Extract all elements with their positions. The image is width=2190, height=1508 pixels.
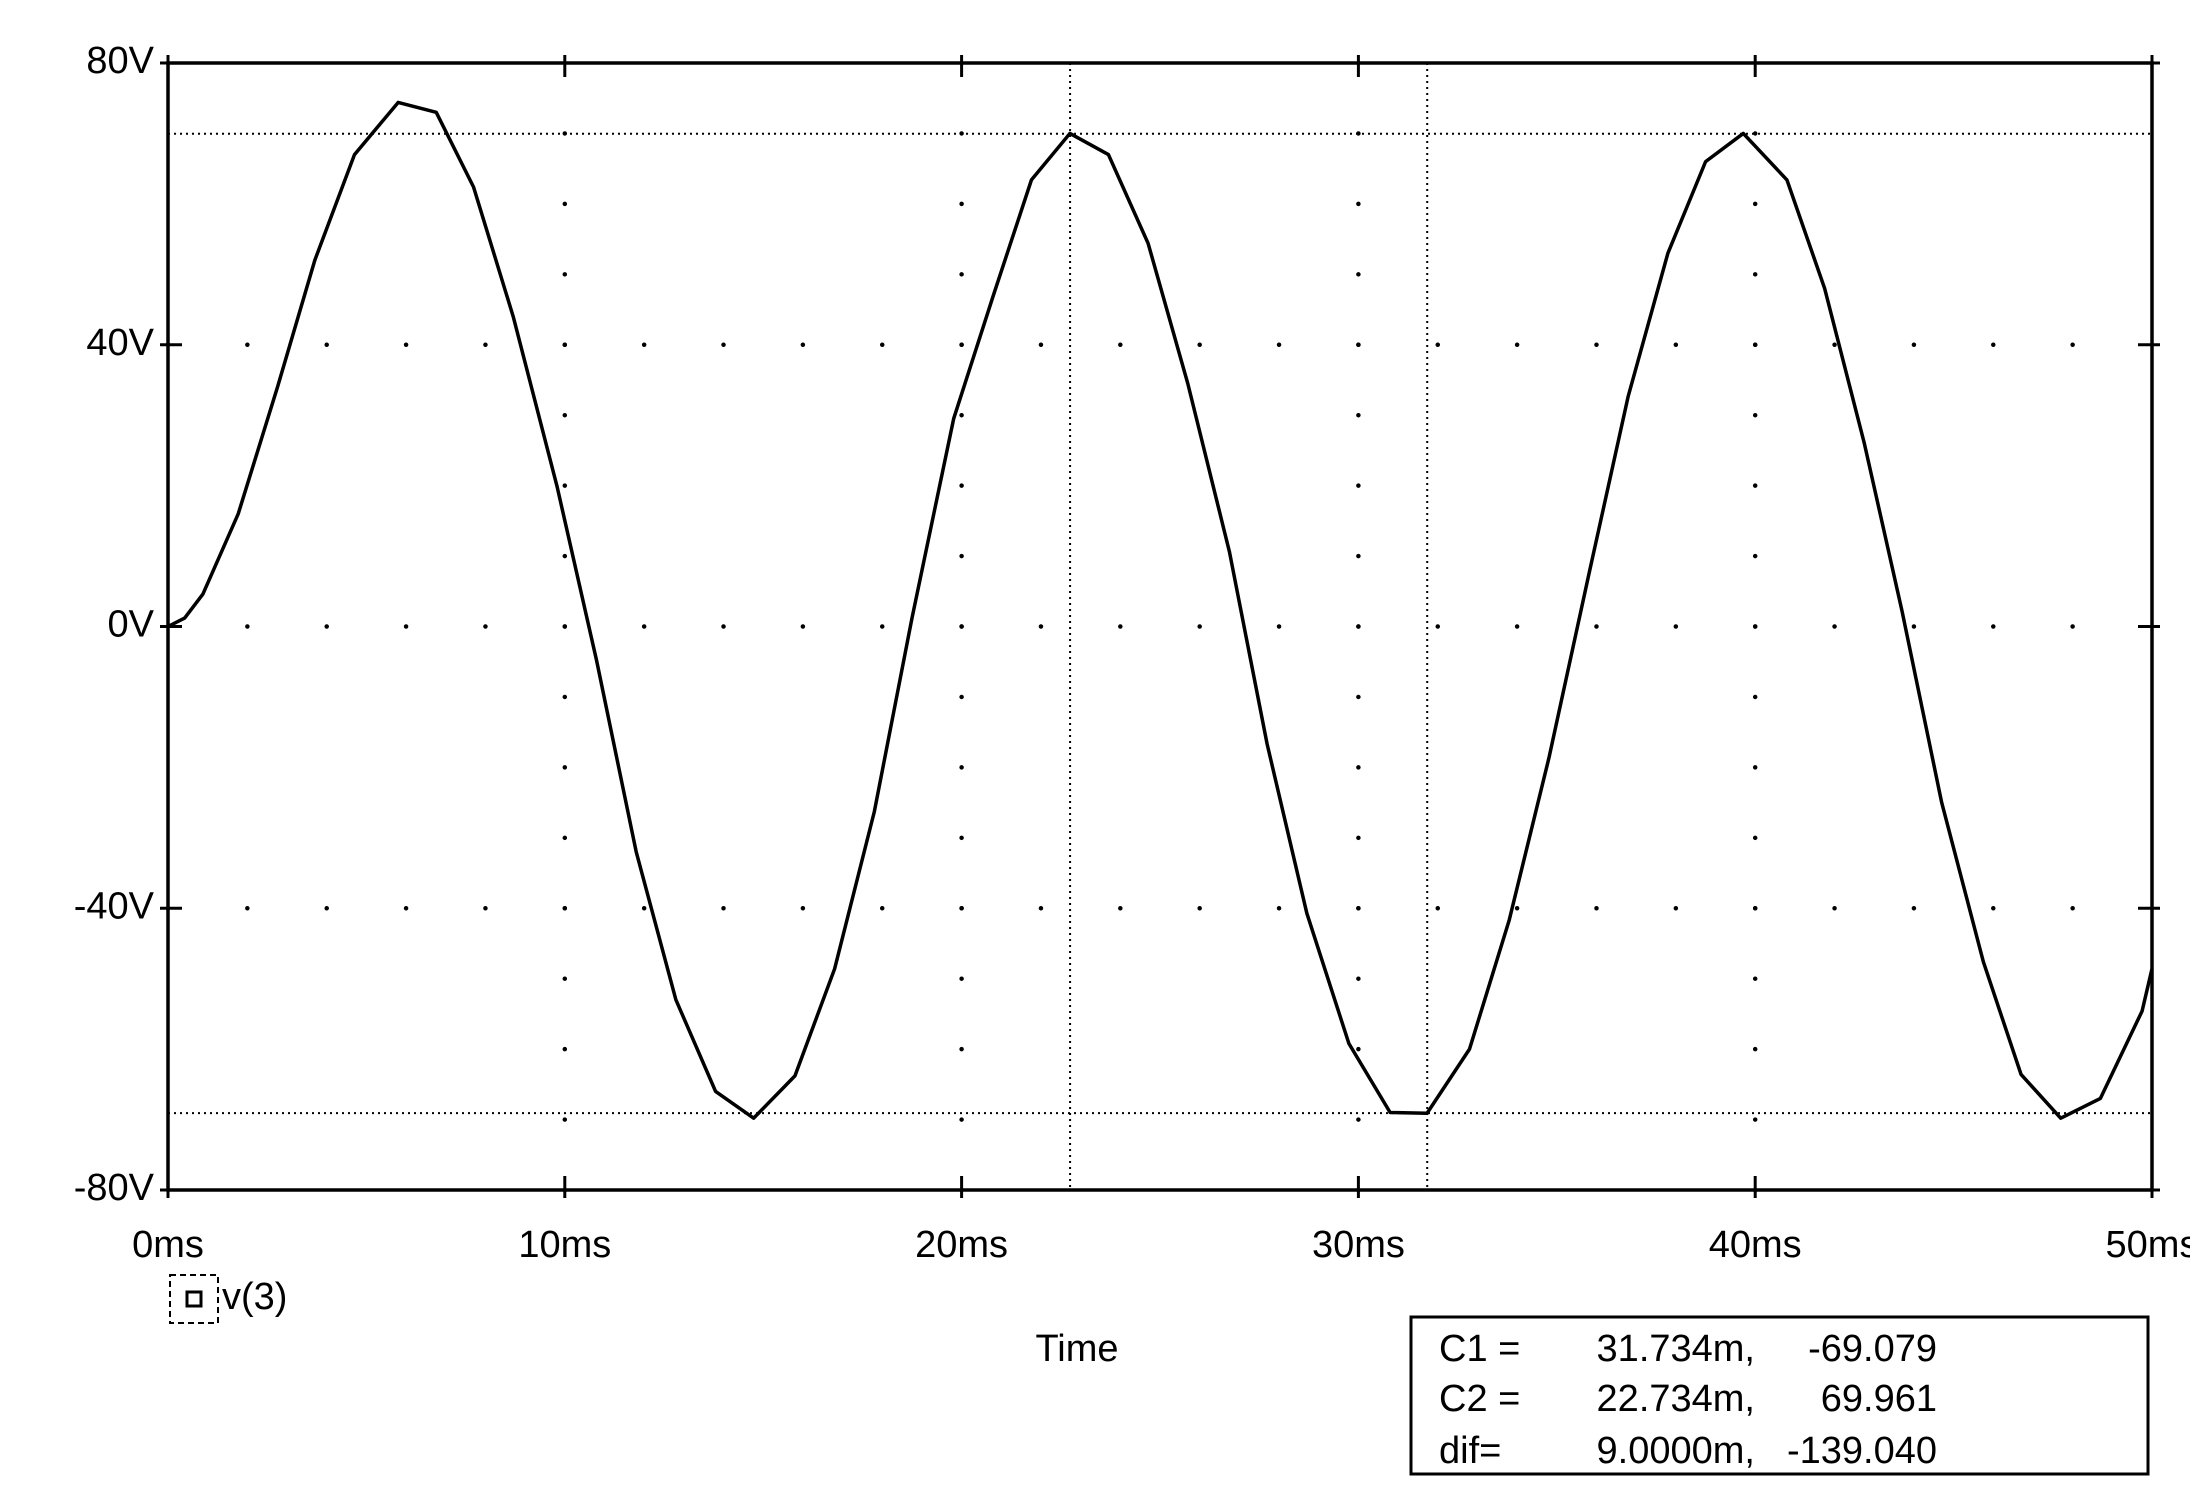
- series-line: [167, 100, 2154, 1120]
- x-tick-label: 20ms: [915, 1224, 1008, 1266]
- legend-label: v(3): [222, 1276, 287, 1318]
- cursor-y: -139.040: [1787, 1430, 1937, 1472]
- x-tick-label: 50ms: [2106, 1224, 2190, 1266]
- plot-frame: [166, 61, 2154, 1192]
- cursor-x: 22.734m,: [1597, 1378, 1755, 1420]
- y-tick-label: 40V: [86, 322, 154, 364]
- legend-symbol: [185, 1290, 203, 1308]
- cursor-x: 9.0000m,: [1597, 1430, 1755, 1472]
- x-tick-label: 40ms: [1709, 1224, 1802, 1266]
- y-tick-label: 0V: [108, 604, 155, 646]
- y-tick-label: 80V: [86, 40, 154, 82]
- cursor-y: -69.079: [1808, 1328, 1937, 1370]
- y-tick-label: -40V: [74, 885, 155, 927]
- x-tick-label: 30ms: [1312, 1224, 1405, 1266]
- x-tick-label: 10ms: [518, 1224, 611, 1266]
- cursor-label: dif=: [1439, 1430, 1501, 1472]
- x-tick-label: 0ms: [132, 1224, 204, 1266]
- y-tick-label: -80V: [74, 1167, 155, 1209]
- cursor-box: [1409, 1315, 2150, 1476]
- cursor-x: 31.734m,: [1597, 1328, 1755, 1370]
- legend-box: [169, 1274, 219, 1324]
- cursor-label: C1 =: [1439, 1328, 1520, 1370]
- x-axis-label: Time: [1035, 1328, 1118, 1370]
- cursor-y: 69.961: [1821, 1378, 1937, 1420]
- cursor-label: C2 =: [1439, 1378, 1520, 1420]
